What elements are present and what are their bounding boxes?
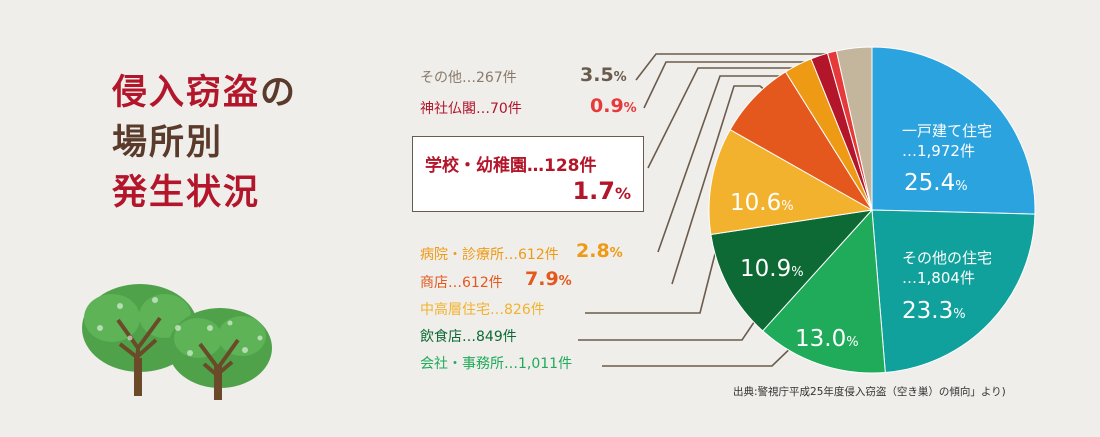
pct-jinja: 0.9% — [590, 95, 637, 117]
slice-label-ikkodate: 一戸建て住宅 …1,972件 — [902, 121, 992, 161]
slice-pct-sonota-jutaku: 23.3% — [902, 298, 966, 324]
slice-label-sonota-jutaku: その他の住宅 …1,804件 — [902, 248, 992, 288]
slice-pct-inshoku: 10.9% — [740, 256, 804, 282]
slice-name-sonota-jutaku: その他の住宅 — [902, 249, 993, 267]
tree-right — [168, 308, 272, 400]
chart-title: 侵入窃盗の 場所別 発生状況 — [112, 68, 297, 218]
title-line1: 侵入窃盗 — [112, 73, 261, 113]
label-jinja: 神社仏閣…70件 — [420, 101, 522, 117]
highlight-box-gakko: 学校・幼稚園…128件 1.7% — [412, 136, 644, 212]
label-kaisha: 会社・事務所…1,011件 — [420, 356, 573, 372]
label-inshoku: 飲食店…849件 — [420, 329, 517, 345]
label-byoin: 病院・診療所…612件 — [420, 247, 559, 263]
pie-slice-3 — [710, 209, 874, 332]
leader-line-kaisha — [602, 338, 801, 367]
slice-count-ikkodate: …1,972件 — [902, 142, 975, 160]
title-line3: 発生状況 — [112, 173, 261, 213]
label-gakko: 学校・幼稚園…128件 — [425, 156, 597, 176]
pie-slice-1 — [871, 209, 1036, 373]
slice-count-sonota-jutaku: …1,804件 — [902, 269, 975, 287]
slice-name-ikkodate: 一戸建て住宅 — [902, 122, 993, 140]
pct-sonota: 3.5% — [580, 64, 627, 86]
slice-pct-chuko: 10.6% — [730, 190, 794, 216]
source-note: 出典:警視庁平成25年度侵入窃盗（空き巣）の傾向」より) — [733, 386, 1006, 398]
title-line2: 場所別 — [112, 123, 224, 163]
pct-byoin: 2.8% — [576, 240, 623, 262]
title-line1-suffix: の — [260, 73, 298, 113]
leader-line-inshoku — [578, 302, 768, 341]
slice-pct-kaisha: 13.0% — [795, 326, 859, 352]
pct-gakko: 1.7% — [572, 177, 631, 205]
slice-pct-ikkodate: 25.4% — [904, 170, 968, 196]
label-shoten: 商店…612件 — [420, 275, 503, 291]
pct-shoten: 7.9% — [525, 268, 572, 290]
pie-slice-2 — [761, 208, 886, 374]
pie-slice-4 — [708, 129, 874, 236]
label-sonota: その他…267件 — [420, 70, 517, 86]
pie-slice-9 — [835, 46, 873, 211]
pie-slice-0 — [871, 46, 1036, 215]
label-chuko: 中高層住宅…826件 — [420, 302, 545, 318]
tree-illustration — [82, 284, 272, 400]
